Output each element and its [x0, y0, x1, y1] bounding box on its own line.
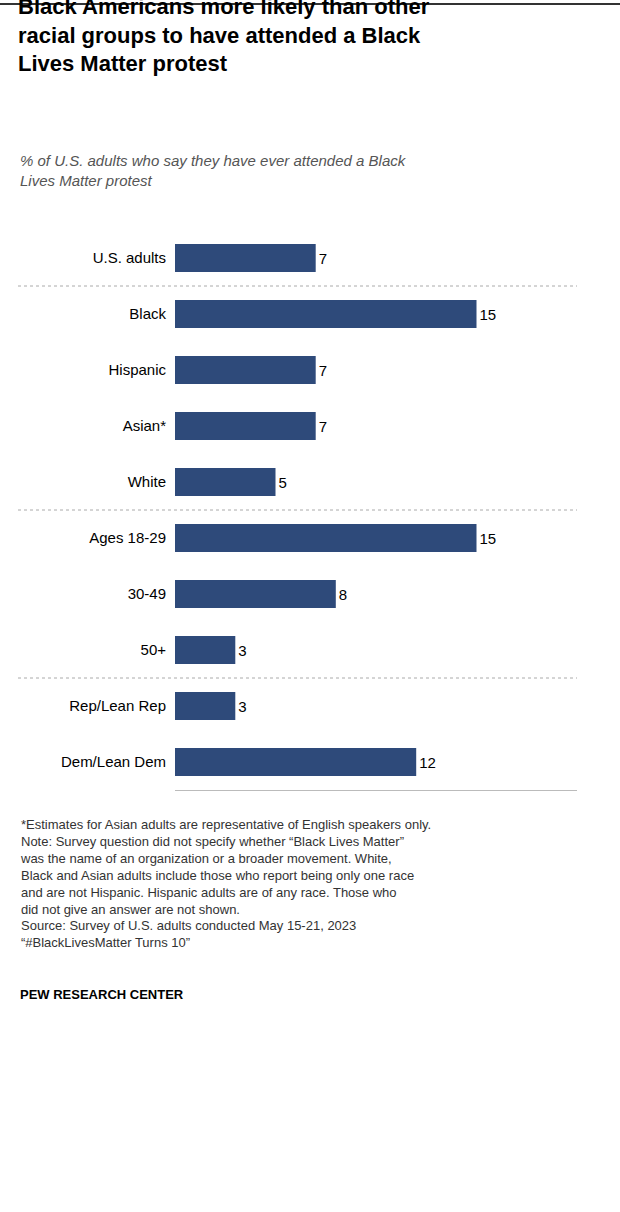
svg-text:30-49: 30-49	[128, 585, 166, 602]
svg-text:Rep/Lean Rep: Rep/Lean Rep	[69, 697, 166, 714]
svg-text:*Estimates for Asian adults ar: *Estimates for Asian adults are represen…	[20, 817, 431, 950]
svg-text:15: 15	[480, 306, 497, 323]
svg-text:Black: Black	[129, 305, 166, 322]
svg-text:12: 12	[419, 754, 436, 771]
svg-text:8: 8	[339, 586, 347, 603]
svg-text:U.S. adults: U.S. adults	[93, 249, 166, 266]
svg-text:50+: 50+	[141, 641, 167, 658]
svg-text:White: White	[128, 473, 166, 490]
svg-text:Hispanic: Hispanic	[108, 361, 166, 378]
svg-text:Ages 18-29: Ages 18-29	[89, 529, 166, 546]
svg-text:15: 15	[480, 530, 497, 547]
svg-text:7: 7	[319, 250, 327, 267]
svg-text:Asian*: Asian*	[123, 417, 167, 434]
svg-text:3: 3	[238, 642, 246, 659]
svg-text:Black Americans more likely th: Black Americans more likely than otherra…	[18, 0, 430, 76]
svg-text:3: 3	[238, 698, 246, 715]
svg-text:PEW RESEARCH CENTER: PEW RESEARCH CENTER	[20, 987, 184, 1002]
svg-text:% of U.S. adults who say they: % of U.S. adults who say they have ever …	[20, 152, 407, 189]
svg-text:Dem/Lean Dem: Dem/Lean Dem	[61, 753, 166, 770]
svg-text:7: 7	[319, 418, 327, 435]
svg-text:7: 7	[319, 362, 327, 379]
svg-text:5: 5	[279, 474, 287, 491]
